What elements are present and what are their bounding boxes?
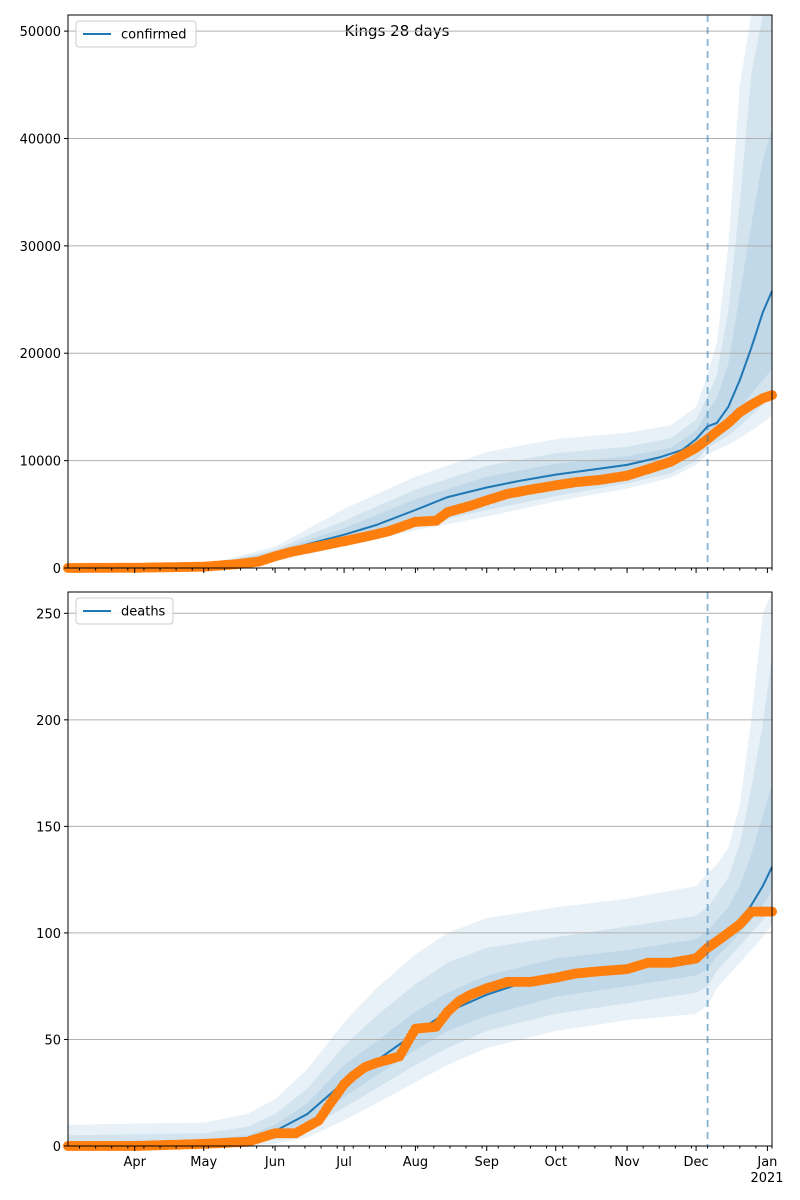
confirmed-observed-points [63,390,777,573]
y-tick-label: 50 [44,1033,61,1048]
y-tick-label: 0 [53,562,61,577]
confirmed-uncertainty-bands [68,15,772,568]
confirmed-panel: 0 10000 20000 30000 40000 50000 confirmed [20,14,777,577]
deaths-y-axis: 0 50 100 150 200 250 [36,607,68,1155]
confirmed-y-axis: 0 10000 20000 30000 40000 50000 [20,25,68,577]
x-tick-label: Oct [544,1155,566,1170]
legend-box [75,597,174,625]
confirmed-x-axis-ticks [79,568,773,573]
uncertainty-band-inner [68,127,772,568]
uncertainty-band-middle [68,655,772,1146]
y-tick-label: 200 [36,714,61,729]
x-tick-label: May [190,1155,217,1170]
y-tick-label: 100 [36,927,61,942]
deaths-panel: 0 50 100 150 200 250 Apr May Jun Jul Aug Sep Oct Nov… [36,591,784,1186]
y-tick-label: 50000 [20,25,61,40]
x-tick-label: Jan [756,1155,777,1170]
x-tick-label: Dec [684,1155,709,1170]
x-tick-label: Jun [264,1155,285,1170]
x-tick-label: Sep [474,1155,499,1170]
confirmed-axes-frame [67,14,773,569]
uncertainty-band-outer [68,592,772,1146]
y-tick-label: 10000 [20,455,61,470]
x-axis-year-label: 2021 [750,1171,783,1186]
legend-box [75,20,197,48]
y-tick-label: 40000 [20,132,61,147]
x-tick-label: Nov [614,1155,640,1170]
legend-label-deaths: deaths [121,605,166,620]
uncertainty-band-outer [68,15,772,568]
x-tick-label: Aug [403,1155,428,1170]
deaths-legend: deaths [75,597,174,625]
deaths-x-axis: Apr May Jun Jul Aug Sep Oct Nov Dec Jan [79,1146,777,1170]
y-tick-label: 250 [36,607,61,622]
x-tick-label: Apr [123,1155,146,1170]
x-tick-label: Jul [335,1155,352,1170]
confirmed-legend: confirmed [75,20,197,48]
y-tick-label: 20000 [20,347,61,362]
y-tick-label: 150 [36,820,61,835]
y-tick-label: 30000 [20,240,61,255]
y-tick-label: 0 [53,1140,61,1155]
deaths-axes-frame [67,591,773,1147]
deaths-uncertainty-bands [68,592,772,1146]
legend-label-confirmed: confirmed [121,28,187,43]
